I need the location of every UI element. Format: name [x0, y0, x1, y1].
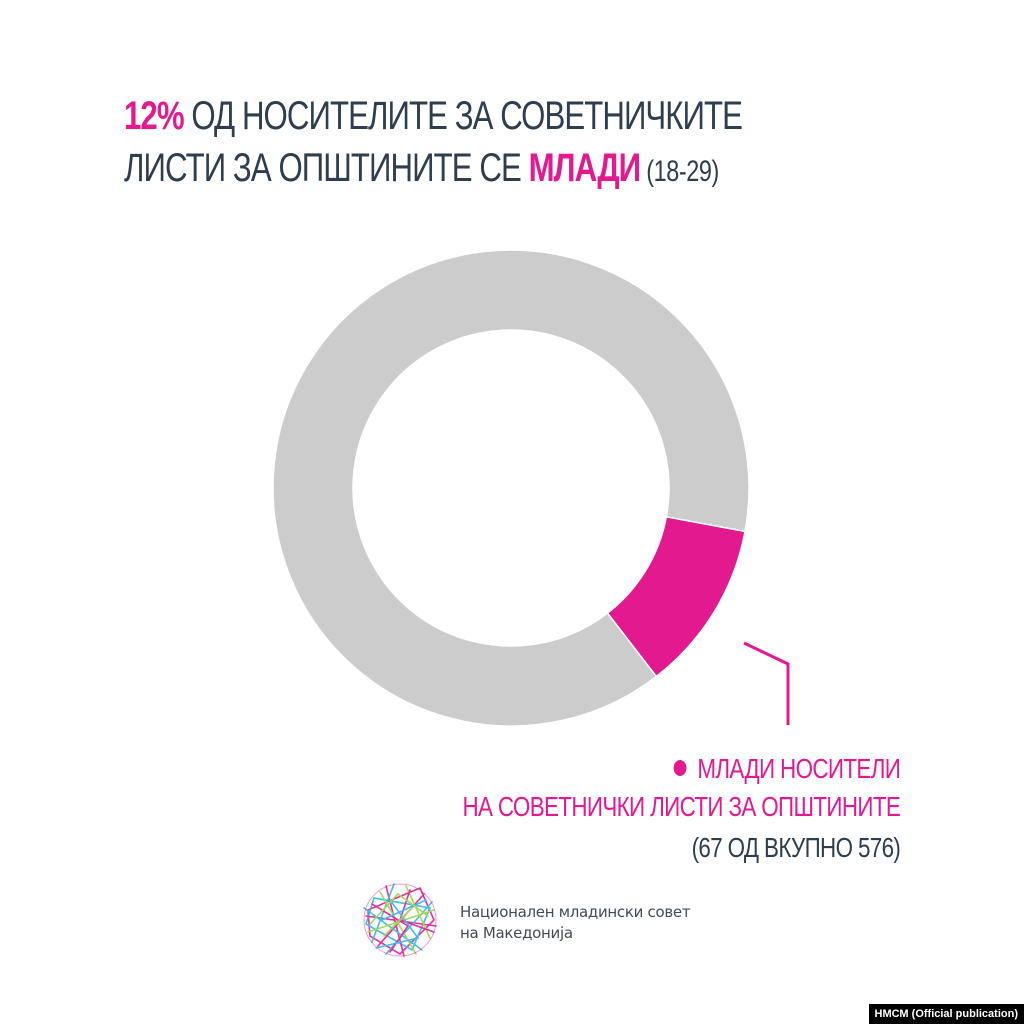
title-line-2: ЛИСТИ ЗА ОПШТИНИТЕ СЕ МЛАДИ (18-29) [124, 142, 719, 198]
title-text-1: ОД НОСИТЕЛИТЕ ЗА СОВЕТНИЧКИТЕ [183, 94, 743, 138]
legend-line-2: НА СОВЕТНИЧКИ ЛИСТИ ЗА ОПШТИНИТЕ [462, 791, 900, 822]
chart-title: 12% ОД НОСИТЕЛИТЕ ЗА СОВЕТНИЧКИТЕ ЛИСТИ … [124, 90, 743, 198]
leader-line [743, 641, 790, 725]
title-percentage: 12% [124, 94, 185, 138]
organization-name: Национален младински совет на Македонија [460, 902, 691, 944]
globe-logo-icon [363, 883, 437, 957]
legend-line-1: МЛАДИ НОСИТЕЛИ [462, 750, 901, 788]
org-line-2: на Македонија [460, 924, 573, 942]
donut-segment-rest [272, 249, 750, 727]
legend-dot-icon [673, 760, 686, 776]
donut-segments [272, 249, 750, 727]
chart-legend: МЛАДИ НОСИТЕЛИ НА СОВЕТНИЧКИ ЛИСТИ ЗА ОП… [462, 750, 900, 867]
legend-count: (67 ОД ВКУПНО 576) [691, 832, 900, 863]
title-highlight-young: МЛАДИ [528, 146, 641, 190]
org-line-1: Национален младински совет [460, 903, 691, 921]
source-credit: НМСМ (Official publication) [868, 1004, 1024, 1024]
title-age-range: (18-29) [640, 155, 719, 188]
title-line-1: 12% ОД НОСИТЕЛИТЕ ЗА СОВЕТНИЧКИТЕ [124, 90, 743, 142]
title-text-2: ЛИСТИ ЗА ОПШТИНИТЕ СЕ [124, 146, 529, 190]
legend-label-1: МЛАДИ НОСИТЕЛИ [697, 753, 901, 784]
